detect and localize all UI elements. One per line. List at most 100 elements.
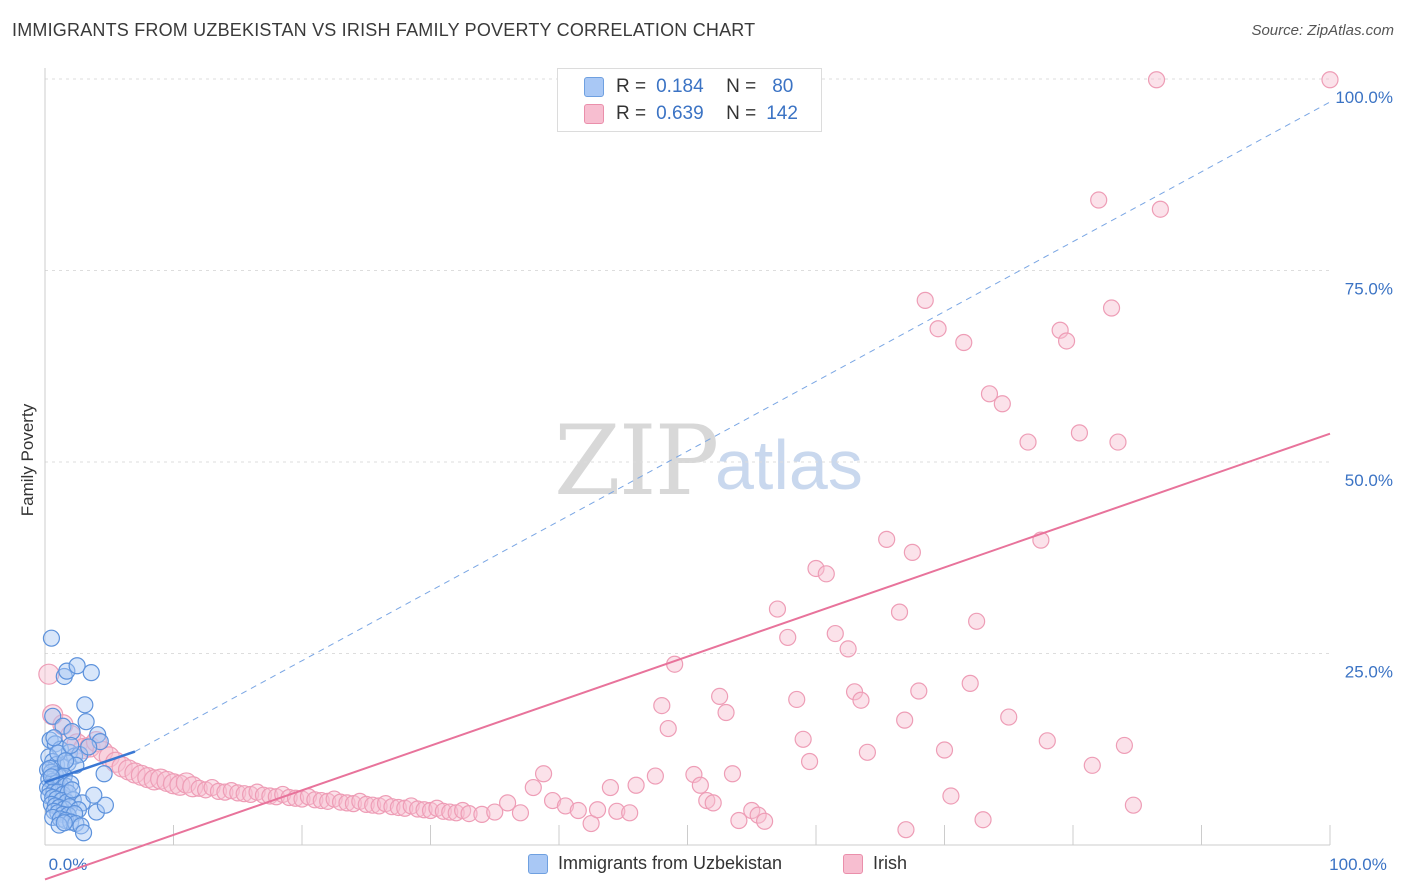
irish-point: [190, 779, 208, 797]
irish-point: [38, 663, 60, 685]
irish-point: [534, 765, 553, 783]
irish-point: [415, 801, 433, 819]
irish-point: [601, 778, 620, 797]
legend-r-value: 0.184: [656, 76, 704, 97]
y-tick-label: 100.0%: [1335, 88, 1393, 107]
irish-point: [543, 791, 562, 810]
irish-point: [1019, 433, 1037, 451]
irish-point: [768, 600, 787, 618]
irish-point: [1051, 321, 1069, 339]
uzbekistan-point: [85, 786, 103, 804]
irish-point: [608, 802, 626, 820]
irish-point: [209, 782, 228, 800]
uzbekistan-point: [54, 717, 72, 735]
watermark-zip: ZIP: [554, 405, 719, 517]
legend-swatch-uzbekistan: [584, 77, 604, 97]
irish-point: [717, 703, 735, 722]
legend-r-label: R =: [616, 103, 647, 124]
irish-point: [723, 765, 742, 783]
irish-point: [961, 674, 979, 692]
irish-point: [1321, 71, 1339, 89]
irish-point: [1000, 708, 1018, 726]
irish-point: [800, 752, 819, 771]
irish-point: [1124, 796, 1142, 814]
irish-point: [216, 783, 234, 801]
irish-point: [646, 767, 664, 785]
irish-point: [1102, 299, 1121, 317]
irish-point: [569, 801, 587, 820]
irish-point: [1115, 736, 1134, 755]
irish-point: [794, 730, 812, 748]
irish-point: [749, 806, 767, 824]
irish-point: [788, 690, 806, 709]
irish-point: [1057, 332, 1076, 350]
irish-point: [955, 333, 973, 352]
uzbekistan-point: [82, 664, 100, 682]
irish-point: [653, 696, 671, 715]
irish-point: [383, 798, 401, 816]
irish-point: [968, 612, 986, 630]
irish-point: [1109, 433, 1127, 451]
irish-point: [935, 741, 954, 759]
x-tick-label-min: 0.0%: [49, 855, 88, 874]
irish-point: [974, 811, 992, 829]
irish-point: [1070, 424, 1089, 442]
legend-row-uzbekistan: R = 0.184 N = 80: [584, 75, 793, 99]
irish-point: [524, 778, 542, 797]
legend-item-uzbekistan[interactable]: Immigrants from Uzbekistan: [528, 853, 782, 874]
legend-label-uzbekistan: Immigrants from Uzbekistan: [558, 853, 783, 873]
legend-n-value: 80: [772, 76, 794, 97]
uzbekistan-point: [68, 657, 86, 675]
uzbekistan-trend-line: [44, 750, 136, 784]
irish-point: [338, 794, 356, 812]
irish-point: [312, 791, 330, 810]
irish-point: [1147, 71, 1166, 89]
irish-point: [711, 687, 729, 705]
legend-item-irish[interactable]: Irish: [843, 853, 907, 874]
irish-point: [1151, 200, 1169, 218]
irish-point: [929, 320, 947, 338]
uzbekistan-point: [80, 738, 98, 756]
uzbekistan-point: [72, 817, 90, 835]
irish-point: [229, 784, 247, 802]
irish-point: [704, 794, 722, 812]
irish-point: [434, 802, 452, 820]
irish-point: [916, 291, 934, 309]
uzbekistan-point: [74, 824, 93, 842]
irish-point: [826, 624, 844, 643]
source-label: Source: ZipAtlas.com: [1251, 22, 1394, 39]
irish-point: [903, 543, 921, 561]
irish-point: [839, 640, 857, 658]
irish-point: [779, 628, 797, 647]
x-tick-label-max: 100.0%: [1329, 855, 1387, 874]
irish-point: [357, 795, 375, 814]
irish-point: [306, 791, 324, 809]
irish-point: [235, 785, 253, 803]
correlation-legend: R = 0.184 N = 80 R = 0.639 N = 142: [557, 68, 822, 132]
watermark-atlas: atlas: [715, 426, 863, 504]
legend-swatch-uzbekistan: [528, 853, 548, 874]
irish-point: [993, 395, 1011, 413]
legend-n-label: N =: [726, 103, 757, 124]
irish-point: [691, 776, 709, 794]
irish-point: [331, 793, 350, 811]
uzbekistan-point: [45, 729, 63, 747]
legend-r-label: R =: [616, 76, 647, 97]
irish-point: [730, 811, 748, 830]
irish-point: [878, 530, 896, 548]
series-legend: Immigrants from Uzbekistan Irish: [0, 850, 1406, 880]
irish-point: [473, 805, 491, 823]
uzbekistan-point: [56, 752, 75, 770]
irish-point: [621, 804, 639, 822]
uzbekistan-point: [63, 781, 81, 799]
irish-point: [441, 803, 459, 821]
irish-point: [910, 682, 928, 700]
uzbekistan-point: [63, 723, 81, 741]
irish-point: [852, 691, 870, 709]
legend-row-irish: R = 0.639 N = 142: [584, 102, 798, 126]
legend-swatch-irish: [843, 853, 863, 874]
uzbekistan-point: [42, 629, 61, 647]
irish-point: [1090, 191, 1108, 209]
irish-point: [499, 794, 517, 812]
